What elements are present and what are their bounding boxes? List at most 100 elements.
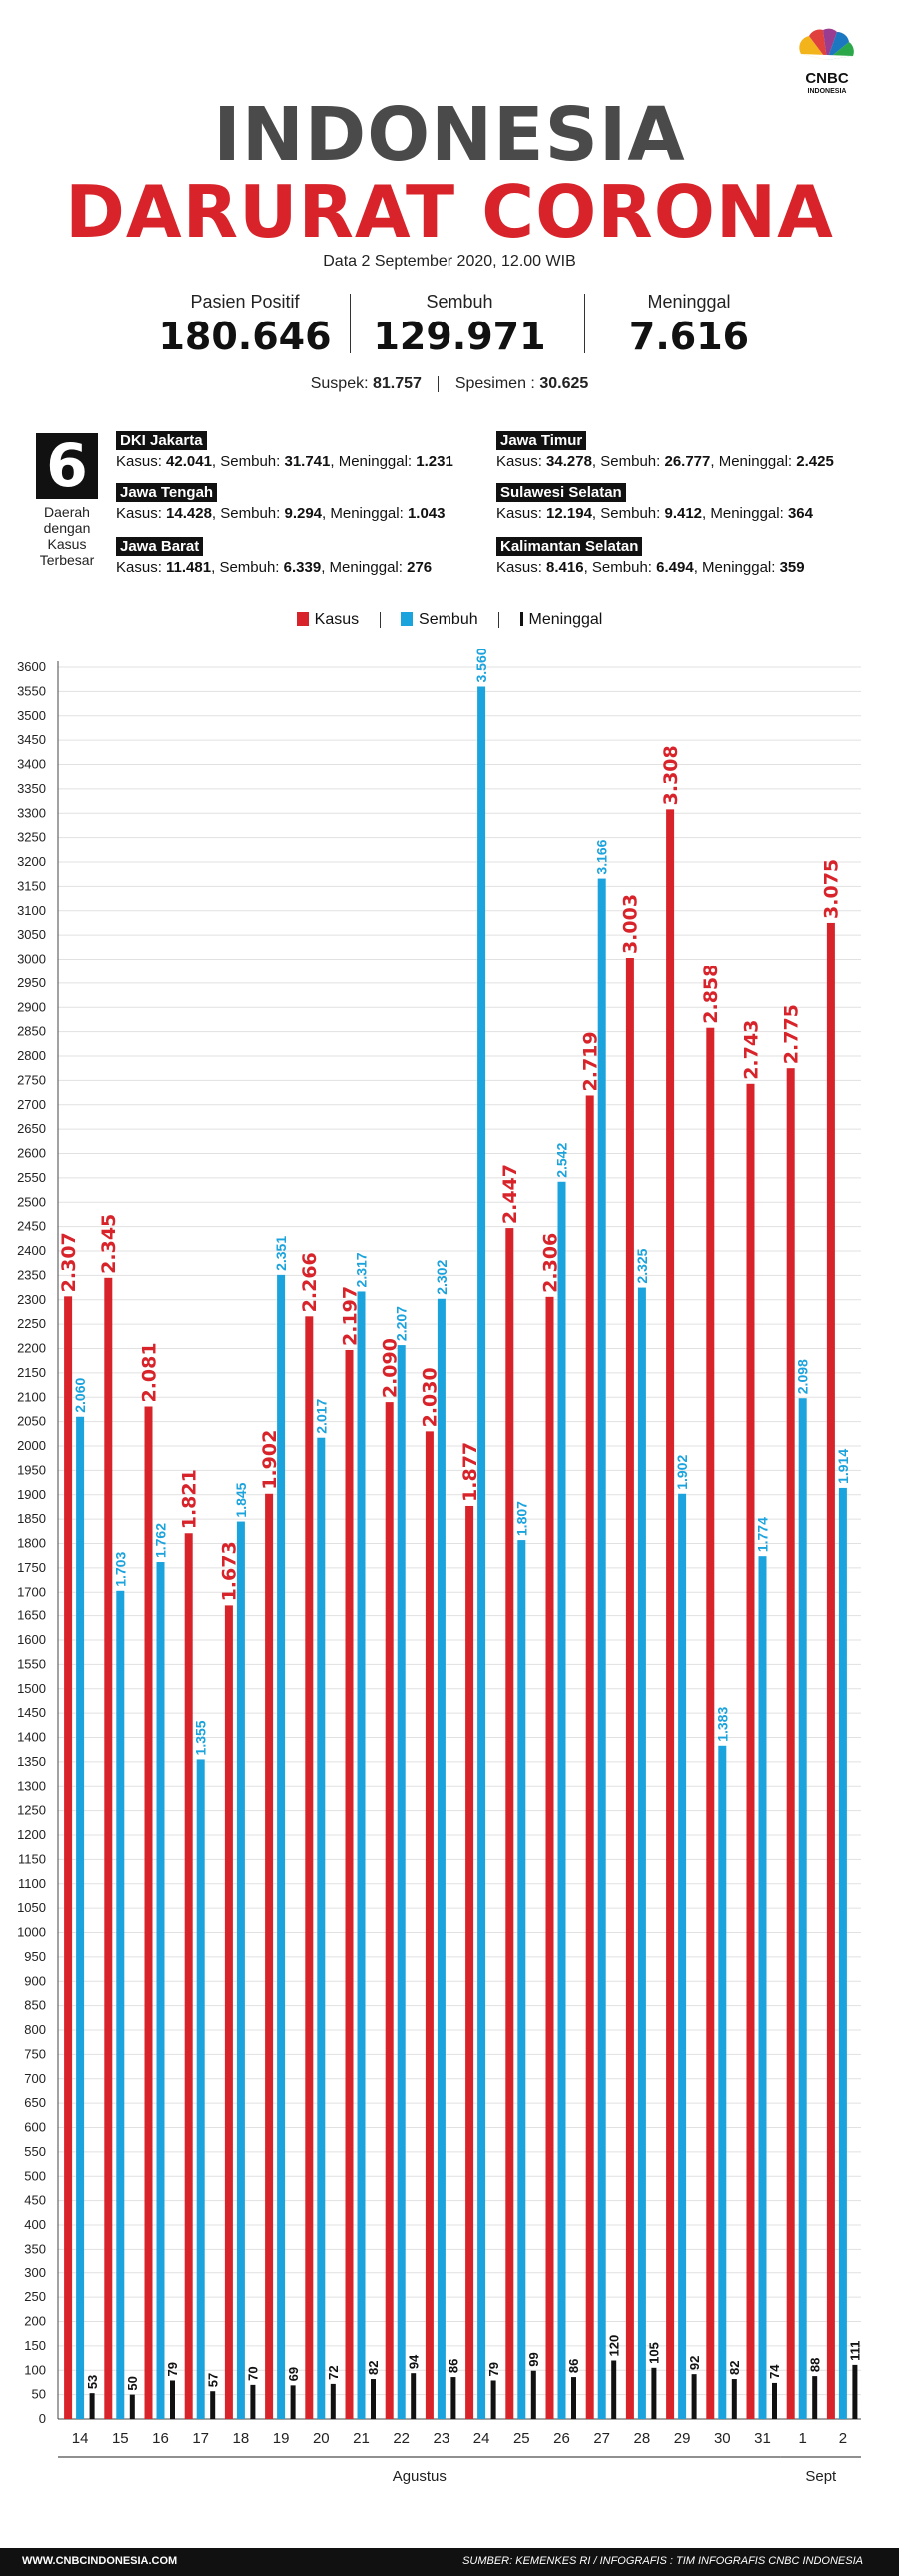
y-tick-label: 0 — [39, 2411, 46, 2426]
data-label-sembuh: 1.902 — [674, 1455, 690, 1490]
bar-meninggal — [210, 2391, 216, 2419]
data-label-sembuh: 2.098 — [795, 1359, 811, 1394]
bar-sembuh — [798, 1398, 807, 2419]
data-label-meninggal: 94 — [406, 2354, 421, 2369]
data-label-meninggal: 120 — [606, 2335, 621, 2357]
data-label-sembuh: 1.774 — [755, 1517, 771, 1552]
y-tick-label: 2050 — [17, 1414, 46, 1429]
bar-meninggal — [571, 2377, 576, 2419]
bar-kasus — [265, 1493, 274, 2419]
data-label-sembuh: 1.703 — [112, 1552, 128, 1587]
data-label-sembuh: 2.060 — [72, 1378, 88, 1413]
y-tick-label: 1700 — [17, 1584, 46, 1599]
region-name: DKI Jakarta — [116, 431, 207, 450]
bar-sembuh — [678, 1493, 687, 2419]
bar-kasus — [425, 1431, 434, 2419]
chart-legend: Kasus Sembuh Meninggal — [0, 611, 899, 629]
bar-kasus — [545, 1296, 554, 2419]
data-label-kasus: 2.743 — [740, 1020, 762, 1080]
y-tick-label: 2950 — [17, 975, 46, 990]
y-tick-label: 150 — [24, 2338, 46, 2353]
x-tick-label: 21 — [353, 2430, 370, 2447]
y-tick-label: 400 — [24, 2217, 46, 2232]
data-label-meninggal: 72 — [326, 2365, 341, 2379]
y-tick-label: 700 — [24, 2071, 46, 2086]
bar-kasus — [224, 1605, 233, 2419]
suspek-label: Suspek: — [310, 375, 369, 392]
legend-divider — [379, 612, 381, 628]
date-text: Data 2 September 2020, 12.00 WIB — [323, 253, 576, 270]
data-label-sembuh: 1.914 — [835, 1449, 851, 1484]
region-sulawesi-selatan: Sulawesi Selatan Kasus: 12.194, Sembuh: … — [496, 483, 813, 522]
y-tick-label: 1550 — [17, 1656, 46, 1671]
region-detail: Kasus: 12.194, Sembuh: 9.412, Meninggal:… — [496, 505, 813, 522]
data-label-sembuh: 2.017 — [313, 1398, 329, 1433]
x-tick-label: 30 — [714, 2430, 731, 2447]
y-tick-label: 3200 — [17, 854, 46, 869]
y-tick-label: 3450 — [17, 732, 46, 747]
region-name: Kalimantan Selatan — [496, 537, 643, 556]
x-tick-label: 18 — [233, 2430, 250, 2447]
y-tick-label: 2850 — [17, 1024, 46, 1039]
legend-item-kasus: Kasus — [296, 611, 359, 629]
bar-meninggal — [411, 2373, 417, 2419]
bar-kasus — [104, 1277, 113, 2419]
y-tick-label: 1500 — [17, 1681, 46, 1696]
bar-sembuh — [437, 1298, 446, 2419]
bar-sembuh — [517, 1540, 526, 2419]
data-label-sembuh: 2.325 — [634, 1248, 650, 1283]
data-label-meninggal: 105 — [647, 2342, 662, 2364]
y-tick-label: 50 — [32, 2387, 46, 2402]
bar-meninggal — [651, 2367, 657, 2419]
region-jawa-barat: Jawa Barat Kasus: 11.481, Sembuh: 6.339,… — [116, 537, 432, 576]
y-tick-label: 250 — [24, 2289, 46, 2304]
y-tick-label: 1900 — [17, 1487, 46, 1502]
data-label-meninggal: 82 — [366, 2361, 381, 2375]
page-title-line1: INDONESIA — [213, 92, 686, 178]
extra-stats: Suspek: 81.757 Spesimen : 30.625 — [0, 375, 899, 393]
stat-label: Pasien Positif — [190, 292, 300, 312]
bar-meninggal — [450, 2377, 456, 2419]
bar-sembuh — [116, 1590, 125, 2419]
y-tick-label: 2100 — [17, 1389, 46, 1404]
bar-meninggal — [611, 2360, 617, 2419]
region-name: Sulawesi Selatan — [496, 483, 626, 502]
stat-label: Sembuh — [426, 292, 493, 312]
y-tick-label: 1250 — [17, 1803, 46, 1818]
bar-meninggal — [812, 2376, 818, 2419]
data-label-sembuh: 1.355 — [193, 1720, 209, 1755]
footer-website: WWW.CNBCINDONESIA.COM — [22, 2555, 178, 2567]
bar-meninggal — [371, 2379, 376, 2419]
data-label-kasus: 1.902 — [259, 1430, 281, 1490]
y-tick-label: 1800 — [17, 1536, 46, 1551]
y-tick-label: 1600 — [17, 1632, 46, 1647]
region-detail: Kasus: 8.416, Sembuh: 6.494, Meninggal: … — [496, 559, 805, 576]
stat-value: 180.646 — [158, 315, 332, 358]
bar-kasus — [184, 1533, 193, 2419]
month-label: Agustus — [393, 2468, 447, 2485]
data-label-sembuh: 1.762 — [153, 1523, 169, 1558]
data-label-meninggal: 69 — [286, 2367, 301, 2381]
data-label-kasus: 3.075 — [821, 859, 843, 919]
y-tick-label: 2000 — [17, 1438, 46, 1453]
spesimen-label: Spesimen : — [454, 375, 535, 392]
bar-kasus — [746, 1083, 755, 2419]
region-detail: Kasus: 14.428, Sembuh: 9.294, Meninggal:… — [116, 505, 446, 522]
y-tick-label: 2700 — [17, 1097, 46, 1112]
region-jawa-tengah: Jawa Tengah Kasus: 14.428, Sembuh: 9.294… — [116, 483, 445, 522]
bar-sembuh — [357, 1291, 366, 2419]
data-label-meninggal: 92 — [687, 2356, 702, 2370]
data-label-kasus: 2.858 — [700, 965, 722, 1024]
data-label-meninggal: 50 — [125, 2376, 140, 2390]
x-tick-label: 19 — [273, 2430, 290, 2447]
y-tick-label: 1950 — [17, 1462, 46, 1477]
bar-meninggal — [330, 2383, 336, 2419]
bar-meninggal — [691, 2374, 697, 2419]
y-tick-label: 850 — [24, 1998, 46, 2013]
y-tick-label: 3550 — [17, 683, 46, 698]
stat-divider — [350, 294, 351, 353]
region-name: Jawa Tengah — [116, 483, 218, 502]
region-kalimantan-selatan: Kalimantan Selatan Kasus: 8.416, Sembuh:… — [496, 537, 805, 576]
y-tick-label: 2250 — [17, 1316, 46, 1331]
bar-meninggal — [530, 2370, 536, 2419]
